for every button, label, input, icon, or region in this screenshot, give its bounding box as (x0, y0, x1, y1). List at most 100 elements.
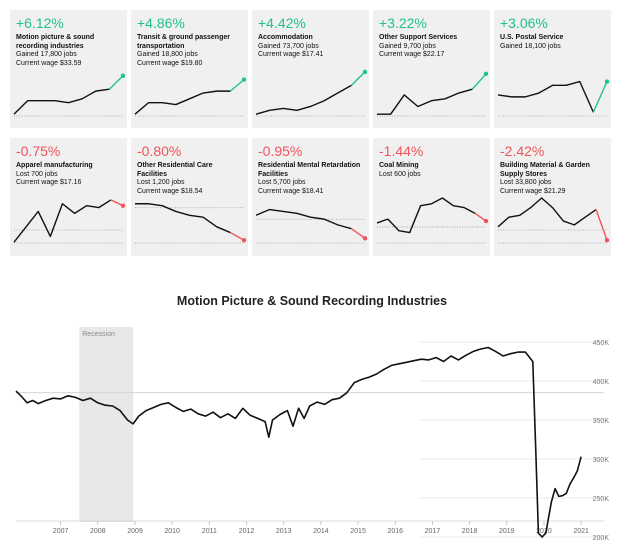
employment-line-chart: Recession 450K 400K 350K 300K 250K 200K 2007 200… (15, 327, 610, 542)
industry-stats: Gained 18,100 jobs (500, 43, 608, 52)
stat-line: Lost 1,200 jobs (137, 179, 185, 186)
sparkline-last-segment (230, 231, 245, 241)
sparkline-end-dot (241, 77, 247, 82)
industry-name: Other Residential Care Facilities (137, 162, 213, 178)
x-tick-label: 2019 (499, 528, 515, 535)
stat-line: Lost 700 jobs (16, 170, 58, 178)
sparkline-chart (497, 197, 610, 244)
change-percent: -0.95% (258, 143, 303, 159)
x-tick-label: 2017 (425, 528, 441, 535)
x-tick-label: 2021 (573, 528, 589, 535)
recession-label: Recession (82, 331, 115, 338)
sparkline-chart (377, 71, 489, 117)
sparkline-chart (134, 77, 247, 117)
industry-name: Transit & ground passenger transportatio… (137, 34, 230, 50)
sparkline-last-segment (350, 71, 366, 86)
sparkline-end-dot (120, 73, 126, 78)
sparkline-end-dot (120, 203, 126, 208)
sparkline-series (13, 88, 110, 115)
sparkline-last-segment (471, 73, 487, 90)
sparkline-last-segment (350, 228, 366, 239)
industry-stats: Lost 33,800 jobs Current wage $21.29 (500, 179, 608, 196)
sparkline-series (497, 80, 595, 113)
y-tick-label: 300K (593, 457, 610, 464)
stat-line: Current wage $33.59 (16, 59, 82, 67)
x-tick-label: 2007 (53, 528, 69, 535)
y-tick-label: 400K (593, 379, 610, 386)
sparkline-last-segment (229, 79, 245, 92)
sparkline-end-dot (604, 238, 610, 243)
sparkline-series (497, 197, 597, 228)
industry-name: Building Material & Garden Supply Stores (500, 162, 590, 178)
change-percent: -0.75% (16, 143, 61, 159)
stat-line: Lost 600 jobs (379, 170, 421, 178)
y-tick-label: 200K (593, 535, 610, 542)
industry-name: Motion picture & sound recording industr… (16, 34, 95, 50)
sparkline-series (134, 90, 231, 115)
industry-name: Other Support Services (379, 34, 458, 41)
change-percent: +3.06% (500, 15, 548, 31)
sparkline-series (135, 203, 231, 234)
industry-card: -0.75% Apparel manufacturing Lost 700 jobs… (10, 138, 127, 256)
x-tick-label: 2018 (462, 528, 478, 535)
change-percent: -1.44% (379, 143, 424, 159)
stat-line: Current wage $21.29 (500, 187, 566, 195)
industry-card: -0.80% Other Residential Care Facilities L… (131, 138, 248, 256)
industry-card: -0.95% Residential Mental Retardation Fac… (252, 138, 369, 256)
x-tick-label: 2009 (127, 528, 143, 535)
stat-line: Current wage $18.41 (258, 187, 324, 195)
change-percent: -0.80% (137, 143, 182, 159)
sparkline-series (255, 84, 352, 115)
stat-line: Lost 33,800 jobs (500, 179, 552, 186)
stat-line: Current wage $22.17 (379, 51, 445, 58)
change-percent: +4.86% (137, 15, 185, 31)
industry-cards-grid: +6.12% Motion picture & sound recording i… (10, 10, 611, 256)
x-tick-label: 2008 (90, 528, 106, 535)
industry-name: Coal Mining (379, 162, 419, 169)
sparkline-last-segment (595, 209, 608, 241)
stat-line: Gained 18,100 jobs (500, 42, 561, 50)
stat-line: Gained 18,800 jobs (137, 51, 198, 58)
sparkline-chart (135, 203, 247, 244)
industry-stats: Gained 9,700 jobs Current wage $22.17 (379, 43, 487, 60)
sparkline-chart (13, 199, 126, 244)
industry-stats: Lost 1,200 jobs Current wage $18.54 (137, 179, 245, 196)
industry-card: -1.44% Coal Mining Lost 600 jobs (373, 138, 490, 256)
stat-line: Current wage $17.41 (258, 51, 324, 58)
stat-line: Gained 17,800 jobs (16, 51, 77, 58)
industry-card: +6.12% Motion picture & sound recording i… (10, 10, 127, 128)
industry-card: +4.86% Transit & ground passenger transpo… (131, 10, 248, 128)
sparkline-series (377, 88, 473, 115)
change-percent: +6.12% (16, 15, 64, 31)
sparkline-chart (13, 73, 126, 117)
recession-band (79, 327, 134, 522)
industry-card: +4.42% Accommodation Gained 73,700 jobs Cur… (252, 10, 369, 128)
industry-stats: Lost 700 jobs Current wage $17.16 (16, 171, 124, 188)
x-tick-label: 2012 (239, 528, 255, 535)
industry-name: Apparel manufacturing (16, 162, 93, 169)
chart-title: Motion Picture & Sound Recording Industr… (176, 294, 448, 308)
industry-card: +3.22% Other Support Services Gained 9,700… (373, 10, 490, 128)
sparkline-last-segment (592, 81, 608, 113)
industry-card: -2.42% Building Material & Garden Supply … (494, 138, 611, 256)
sparkline-series (13, 199, 112, 243)
sparkline-last-segment (108, 75, 124, 90)
change-percent: +4.42% (258, 15, 306, 31)
change-percent: -2.42% (500, 143, 545, 159)
industry-name: U.S. Postal Service (500, 34, 564, 41)
sparkline-last-segment (474, 212, 487, 222)
industry-stats: Gained 73,700 jobs Current wage $17.41 (258, 43, 366, 60)
change-percent: +3.22% (379, 15, 427, 31)
x-tick-label: 2013 (276, 528, 292, 535)
x-tick-label: 2015 (350, 528, 366, 535)
stat-line: Gained 9,700 jobs (379, 42, 436, 50)
x-tick-label: 2010 (164, 528, 180, 535)
industry-stats: Lost 600 jobs (379, 171, 487, 180)
sparkline-end-dot (362, 69, 368, 75)
sparkline-end-dot (483, 71, 489, 77)
sparkline-end-dot (604, 79, 610, 84)
x-tick-label: 2014 (313, 528, 329, 535)
stat-line: Current wage $19.80 (137, 59, 203, 67)
sparkline-chart (255, 208, 368, 244)
industry-stats: Lost 5,700 jobs Current wage $18.41 (258, 179, 366, 196)
